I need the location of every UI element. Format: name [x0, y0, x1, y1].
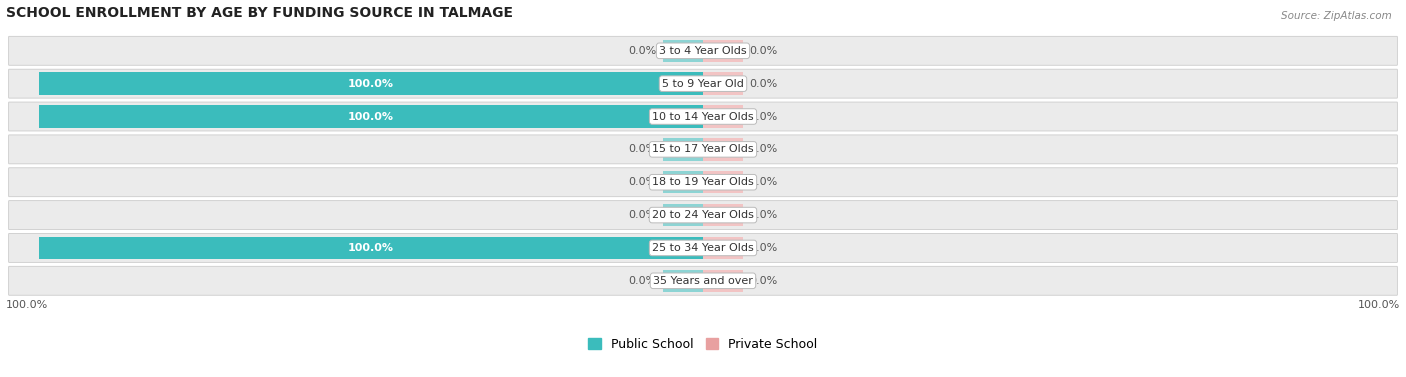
- Bar: [39, 105, 703, 128]
- FancyBboxPatch shape: [8, 36, 1398, 65]
- Text: Source: ZipAtlas.com: Source: ZipAtlas.com: [1281, 11, 1392, 21]
- Text: 35 Years and over: 35 Years and over: [652, 276, 754, 286]
- Text: 100.0%: 100.0%: [1358, 300, 1400, 310]
- Text: 100.0%: 100.0%: [347, 243, 394, 253]
- Bar: [664, 138, 703, 161]
- Text: 0.0%: 0.0%: [628, 177, 657, 187]
- Text: 18 to 19 Year Olds: 18 to 19 Year Olds: [652, 177, 754, 187]
- Bar: [703, 40, 742, 62]
- Text: 100.0%: 100.0%: [347, 79, 394, 89]
- FancyBboxPatch shape: [8, 102, 1398, 131]
- Bar: [703, 270, 742, 292]
- FancyBboxPatch shape: [8, 233, 1398, 262]
- Text: 100.0%: 100.0%: [347, 112, 394, 121]
- Text: 3 to 4 Year Olds: 3 to 4 Year Olds: [659, 46, 747, 56]
- Bar: [39, 72, 703, 95]
- FancyBboxPatch shape: [8, 168, 1398, 197]
- Bar: [703, 171, 742, 193]
- Text: 0.0%: 0.0%: [628, 144, 657, 154]
- FancyBboxPatch shape: [8, 201, 1398, 230]
- Bar: [664, 40, 703, 62]
- Text: 0.0%: 0.0%: [628, 210, 657, 220]
- Bar: [703, 237, 742, 259]
- Text: 0.0%: 0.0%: [749, 79, 778, 89]
- Bar: [703, 138, 742, 161]
- Bar: [39, 237, 703, 259]
- Text: 0.0%: 0.0%: [749, 177, 778, 187]
- Text: 100.0%: 100.0%: [6, 300, 48, 310]
- Text: 20 to 24 Year Olds: 20 to 24 Year Olds: [652, 210, 754, 220]
- Bar: [664, 171, 703, 193]
- Bar: [664, 204, 703, 226]
- Text: 0.0%: 0.0%: [749, 210, 778, 220]
- Text: 0.0%: 0.0%: [749, 112, 778, 121]
- Text: 5 to 9 Year Old: 5 to 9 Year Old: [662, 79, 744, 89]
- Text: 0.0%: 0.0%: [628, 276, 657, 286]
- Text: 15 to 17 Year Olds: 15 to 17 Year Olds: [652, 144, 754, 154]
- Text: 0.0%: 0.0%: [749, 144, 778, 154]
- Text: SCHOOL ENROLLMENT BY AGE BY FUNDING SOURCE IN TALMAGE: SCHOOL ENROLLMENT BY AGE BY FUNDING SOUR…: [6, 6, 513, 20]
- Bar: [703, 204, 742, 226]
- Text: 0.0%: 0.0%: [749, 243, 778, 253]
- Bar: [703, 105, 742, 128]
- Text: 10 to 14 Year Olds: 10 to 14 Year Olds: [652, 112, 754, 121]
- Legend: Public School, Private School: Public School, Private School: [583, 333, 823, 356]
- FancyBboxPatch shape: [8, 69, 1398, 98]
- Bar: [664, 270, 703, 292]
- FancyBboxPatch shape: [8, 135, 1398, 164]
- Text: 25 to 34 Year Olds: 25 to 34 Year Olds: [652, 243, 754, 253]
- Text: 0.0%: 0.0%: [749, 46, 778, 56]
- Text: 0.0%: 0.0%: [628, 46, 657, 56]
- Text: 0.0%: 0.0%: [749, 276, 778, 286]
- FancyBboxPatch shape: [8, 266, 1398, 295]
- Bar: [703, 72, 742, 95]
